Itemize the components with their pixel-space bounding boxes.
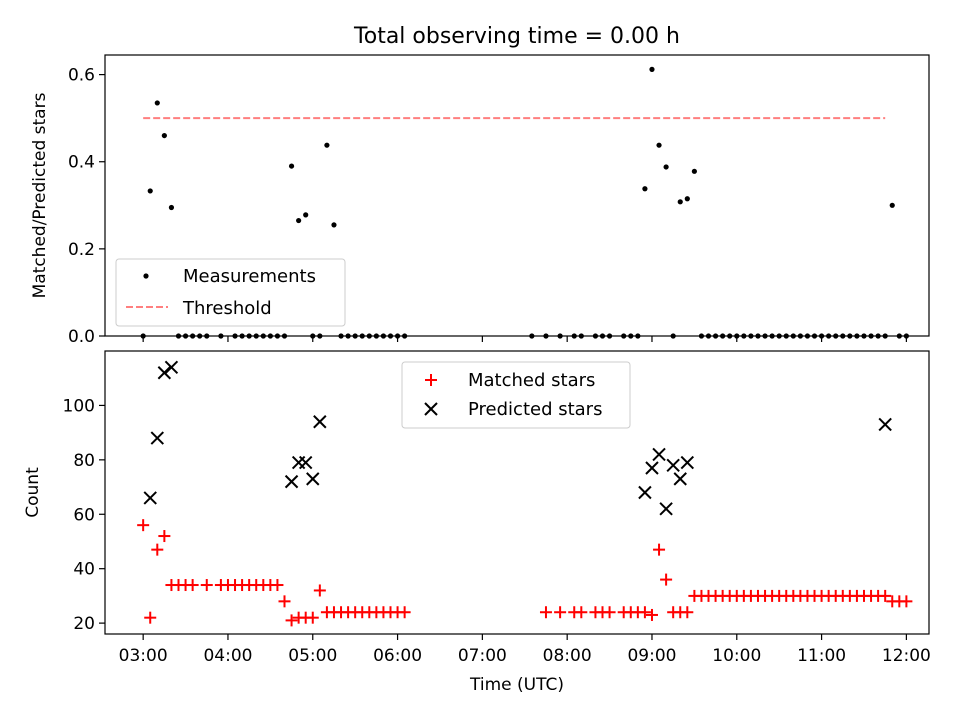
matched-point xyxy=(278,595,291,608)
x-tick-label: 11:00 xyxy=(797,646,846,666)
y-tick-label: 80 xyxy=(73,451,95,471)
y-tick-label: 60 xyxy=(73,505,95,525)
predicted-point xyxy=(680,455,695,470)
matched-point xyxy=(554,606,567,619)
measurement-point xyxy=(663,164,669,170)
matched-point xyxy=(653,543,666,556)
matched-point xyxy=(186,579,199,592)
matched-point xyxy=(603,606,616,619)
predicted-point xyxy=(652,447,666,462)
y-tick-label: 0.6 xyxy=(68,66,95,86)
count-legend: Matched stars Predicted stars xyxy=(401,361,631,429)
predicted-point xyxy=(157,366,172,380)
x-tick-label: 03:00 xyxy=(119,646,168,666)
measurement-point xyxy=(656,142,662,148)
predicted-point xyxy=(306,472,320,486)
matched-point xyxy=(645,608,658,621)
predicted-point xyxy=(659,502,673,516)
y-tick-label: 0.2 xyxy=(68,240,95,260)
predicted-point xyxy=(298,455,313,470)
legend-threshold-label: Threshold xyxy=(182,298,272,319)
measurement-point xyxy=(889,202,895,208)
measurement-point xyxy=(331,222,337,228)
x-tick-label: 09:00 xyxy=(627,646,676,666)
measurement-point xyxy=(296,217,302,224)
count-plot: 20 40 60 80 100 Count 03:00 04:00 05:00 06:00 07:0… xyxy=(23,360,931,695)
measurement-point xyxy=(161,132,167,139)
predicted-point xyxy=(150,431,165,445)
ratio-legend-box xyxy=(115,258,346,327)
y-tick-label: 20 xyxy=(73,614,95,634)
matched-point xyxy=(306,611,319,624)
figure-title: Total observing time = 0.00 h xyxy=(353,24,680,49)
matched-point xyxy=(200,579,213,592)
predicted-point xyxy=(143,491,157,505)
matched-point xyxy=(900,595,913,608)
y-tick-label: 40 xyxy=(73,560,95,580)
matched-point xyxy=(137,519,150,532)
matched-point xyxy=(151,543,164,556)
legend-predicted-label: Predicted stars xyxy=(468,399,602,420)
predicted-point xyxy=(638,485,652,500)
predicted-point xyxy=(164,360,179,375)
legend-matched-label: Matched stars xyxy=(468,370,595,391)
measurement-point xyxy=(677,199,683,205)
matched-point xyxy=(879,589,892,602)
legend-matched-marker xyxy=(425,374,437,386)
matched-point xyxy=(158,530,171,543)
matched-point xyxy=(313,584,326,597)
measurement-point xyxy=(288,163,295,169)
predicted-point xyxy=(284,474,299,489)
measurement-point xyxy=(324,142,330,148)
matched-point xyxy=(271,579,284,592)
predicted-point xyxy=(666,458,680,472)
y-tick-label: 0.4 xyxy=(68,153,95,173)
matched-point xyxy=(539,606,552,619)
matched-point xyxy=(575,606,588,619)
x-tick-label: 12:00 xyxy=(882,646,931,666)
x-axis-label: Time (UTC) xyxy=(469,675,564,695)
predicted-point xyxy=(313,415,327,429)
count-plot-frame xyxy=(104,350,930,635)
measurement-point xyxy=(642,186,648,192)
x-tick-label: 05:00 xyxy=(288,646,337,666)
x-tick-label: 08:00 xyxy=(543,646,592,666)
predicted-point xyxy=(673,472,687,486)
matched-point xyxy=(398,606,411,619)
predicted-point xyxy=(645,461,659,475)
legend-predicted-marker xyxy=(424,402,438,416)
measurement-point xyxy=(147,188,153,194)
ratio-legend: Measurements Threshold xyxy=(115,258,346,327)
y-axis-label: Matched/Predicted stars xyxy=(30,92,50,298)
matched-point xyxy=(638,606,651,619)
matched-point xyxy=(285,614,298,627)
x-tick-label: 10:00 xyxy=(712,646,761,666)
measurement-point xyxy=(303,212,309,218)
legend-measurements-label: Measurements xyxy=(183,266,316,287)
measurement-point xyxy=(154,100,160,106)
y-axis-label: Count xyxy=(23,467,43,518)
measurement-point xyxy=(168,204,175,211)
x-tick-label: 06:00 xyxy=(373,646,422,666)
measurement-point xyxy=(649,66,655,72)
count-legend-box xyxy=(401,361,631,429)
ratio-plot-frame xyxy=(104,54,930,337)
measurement-point xyxy=(691,168,697,174)
x-tick-label: 04:00 xyxy=(203,646,252,666)
y-tick-label: 100 xyxy=(63,396,95,416)
legend-measurement-marker xyxy=(143,273,149,279)
matched-point xyxy=(660,573,673,586)
matched-point xyxy=(144,611,157,624)
measurement-point xyxy=(684,196,690,202)
x-tick-label: 07:00 xyxy=(458,646,507,666)
matched-point xyxy=(681,606,694,619)
predicted-point xyxy=(878,417,892,432)
y-tick-label: 0.0 xyxy=(68,327,95,347)
